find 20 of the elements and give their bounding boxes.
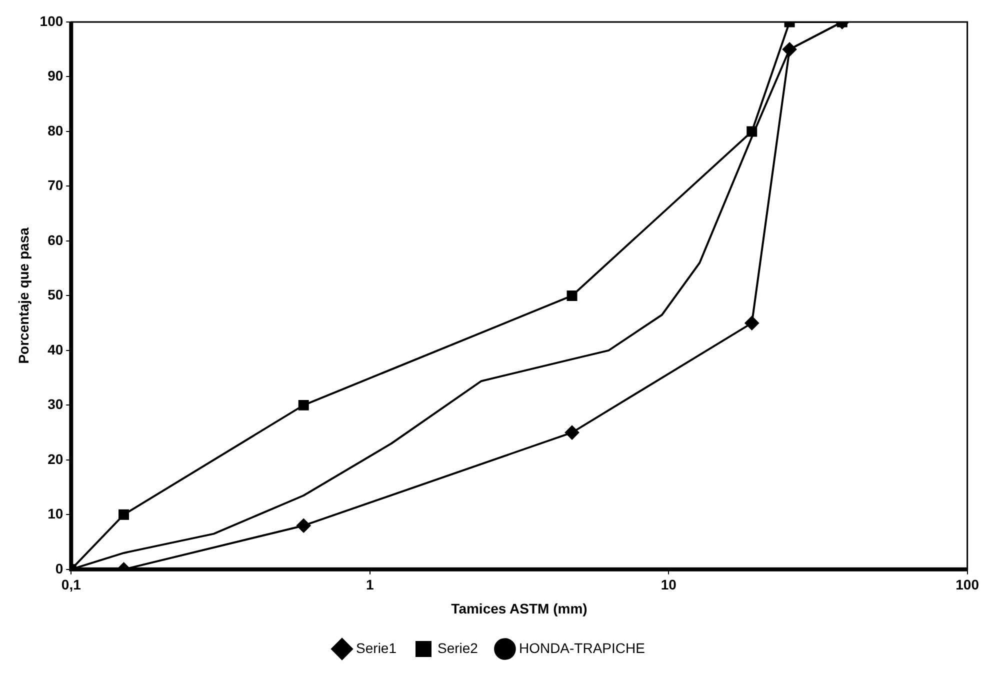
y-tick-label: 20 <box>48 450 64 467</box>
y-tick-label: 30 <box>48 396 64 412</box>
y-tick-label: 40 <box>48 341 64 358</box>
y-tick-label: 80 <box>48 122 64 138</box>
x-axis-title: Tamices ASTM (mm) <box>451 600 588 616</box>
legend-label: Serie1 <box>356 640 397 656</box>
x-tick-label: 0,1 <box>61 576 82 593</box>
x-tick-label: 1 <box>366 576 374 593</box>
y-tick-label: 100 <box>40 12 64 29</box>
x-tick-label: 10 <box>660 576 677 593</box>
legend-label: Serie2 <box>437 640 478 656</box>
y-tick-label: 50 <box>48 286 64 303</box>
y-tick-label: 10 <box>48 506 64 522</box>
legend-label: HONDA-TRAPICHE <box>518 640 645 656</box>
y-tick-label: 70 <box>48 177 64 194</box>
x-tick-label: 100 <box>956 576 980 593</box>
y-tick-label: 0 <box>55 560 64 576</box>
y-axis-title: Porcentaje que pasa <box>15 227 32 364</box>
y-tick-label: 60 <box>48 232 64 248</box>
y-tick-label: 90 <box>48 68 64 84</box>
